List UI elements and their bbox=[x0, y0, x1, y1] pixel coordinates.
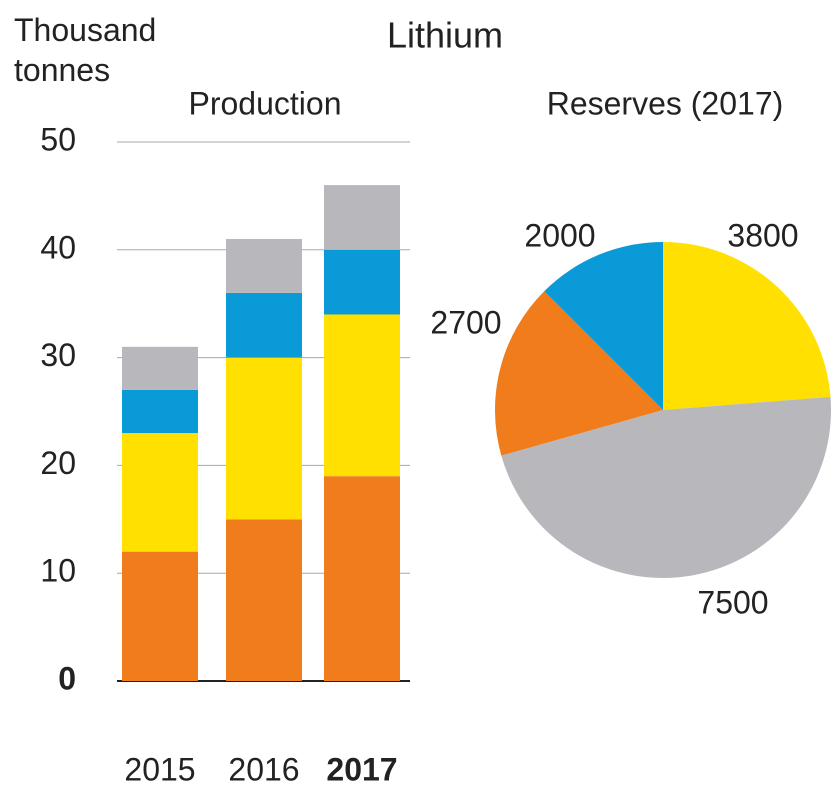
bar-title: Production bbox=[189, 85, 342, 121]
bar-segment bbox=[324, 476, 400, 681]
x-tick-label: 2015 bbox=[124, 751, 195, 787]
bar-segment bbox=[226, 357, 302, 520]
data-label: 2700 bbox=[430, 304, 501, 340]
bar-segment bbox=[122, 346, 198, 390]
bar-segment bbox=[324, 249, 400, 315]
y-axis-label: Thousand tonnes bbox=[14, 12, 157, 88]
y-tick-label: 30 bbox=[40, 337, 76, 373]
pie-slice bbox=[663, 242, 831, 410]
pie-slice bbox=[544, 242, 663, 410]
y-tick-label: 50 bbox=[40, 121, 76, 157]
y-tick-label: 0 bbox=[58, 660, 76, 696]
pie-title: Reserves (2017) bbox=[547, 85, 784, 121]
bar-segment bbox=[122, 551, 198, 681]
x-tick-label: 2016 bbox=[228, 751, 299, 787]
pie-slice bbox=[501, 396, 831, 578]
y-tick-label: 40 bbox=[40, 229, 76, 265]
bar-segment bbox=[226, 519, 302, 681]
data-label: 2000 bbox=[524, 217, 595, 253]
pie-slice bbox=[495, 291, 663, 456]
data-label: 3800 bbox=[727, 217, 798, 253]
bar-segment bbox=[122, 433, 198, 552]
bar-segment bbox=[324, 185, 400, 250]
bar-segment bbox=[122, 389, 198, 434]
bar-segment bbox=[324, 314, 400, 477]
bar-segment bbox=[226, 292, 302, 358]
chart-title: Lithium bbox=[387, 15, 503, 56]
y-tick-label: 10 bbox=[40, 553, 76, 589]
bar-segment bbox=[226, 239, 302, 293]
x-tick-label: 2017 bbox=[326, 751, 397, 787]
y-tick-label: 20 bbox=[40, 445, 76, 481]
data-label: 7500 bbox=[697, 584, 768, 620]
